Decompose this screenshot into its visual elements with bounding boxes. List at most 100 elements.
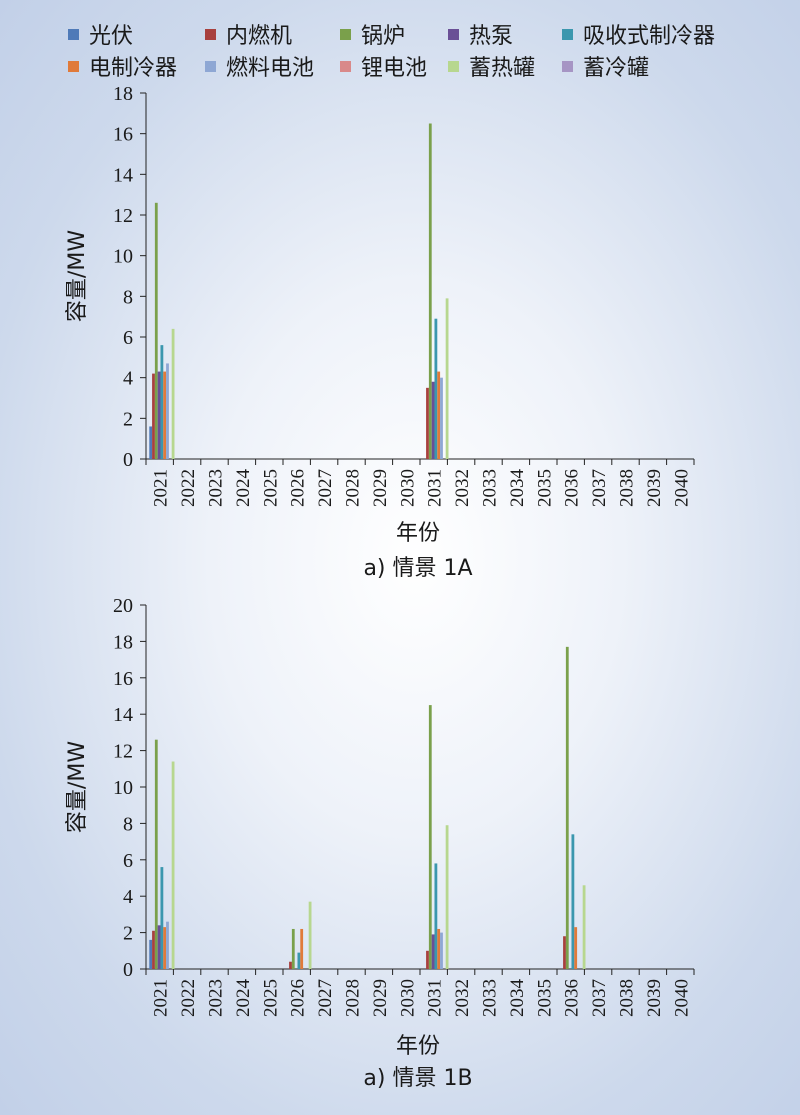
legend-item: 燃料电池 xyxy=(205,54,314,81)
x-tick-label: 2031 xyxy=(425,979,446,1017)
bar xyxy=(308,901,312,969)
bar xyxy=(163,371,167,459)
legend: 光伏 内燃机 锅炉 热泵 吸收式制冷器 电制冷器 燃料电池 锂电池 蓄热罐 蓄冷罐 xyxy=(0,0,800,90)
legend-item: 吸收式制冷器 xyxy=(562,22,715,49)
bar xyxy=(426,387,429,459)
x-tick-label: 2023 xyxy=(206,979,227,1017)
legend-label: 电制冷器 xyxy=(89,56,178,81)
legend-item: 蓄冷罐 xyxy=(562,54,649,81)
x-tick-label: 2040 xyxy=(671,469,692,507)
bar xyxy=(571,834,575,969)
y-tick-label: 14 xyxy=(113,704,133,726)
legend-label: 光伏 xyxy=(89,24,134,49)
x-tick-label: 2037 xyxy=(589,979,610,1017)
x-axis-title: 年份 xyxy=(396,1034,440,1059)
chart-panel-2: 0 2 4 6 8 10 12 14 16 18 20 2021 2022 2023 2024 2025 202… xyxy=(65,595,695,1091)
bar xyxy=(445,298,449,459)
chart-panel-1: 0 2 4 6 8 10 12 14 16 18 2021 2022 2023 2024 2025 2026 2… xyxy=(65,83,695,581)
legend-label: 燃料电池 xyxy=(226,56,315,81)
y-tick-label: 4 xyxy=(123,368,133,390)
x-tick-label: 2027 xyxy=(315,469,336,507)
y-tick-label: 8 xyxy=(123,286,133,308)
y-tick-label: 16 xyxy=(113,668,133,690)
y-tick-label: 0 xyxy=(123,959,133,981)
legend-item: 内燃机 xyxy=(205,22,292,49)
legend-label: 吸收式制冷器 xyxy=(583,24,716,49)
y-tick-label: 18 xyxy=(113,631,133,653)
x-tick-label: 2038 xyxy=(617,979,638,1017)
bar xyxy=(149,939,153,969)
x-tick-label: 2021 xyxy=(151,469,172,507)
bar xyxy=(434,318,438,459)
bar xyxy=(291,928,295,969)
y-tick-label: 6 xyxy=(123,327,133,349)
y-axis-title: 容量/MW xyxy=(65,741,90,833)
x-tick-label: 2036 xyxy=(562,979,583,1017)
legend-swatch xyxy=(562,60,573,72)
bar xyxy=(166,921,169,969)
x-tick-label: 2032 xyxy=(452,469,473,507)
y-tick-label: 2 xyxy=(123,923,133,945)
x-tick-label: 2037 xyxy=(589,469,610,507)
bar xyxy=(289,961,292,969)
x-tick-label: 2039 xyxy=(644,469,665,507)
x-tick-label: 2026 xyxy=(288,979,309,1017)
x-tick-label: 2024 xyxy=(233,979,254,1018)
y-tick-label: 20 xyxy=(113,595,133,617)
x-tick-label: 2036 xyxy=(562,469,583,507)
x-tick-label: 2033 xyxy=(480,979,501,1017)
y-tick-label: 0 xyxy=(123,449,133,471)
y-tick-label: 6 xyxy=(123,850,133,872)
bar xyxy=(152,930,155,969)
x-tick-label: 2028 xyxy=(343,979,364,1017)
bar xyxy=(574,927,578,969)
bar xyxy=(149,426,153,459)
x-tick-label: 2035 xyxy=(534,469,555,507)
bar xyxy=(434,863,438,969)
x-tick-label: 2022 xyxy=(178,469,199,507)
x-tick-label: 2031 xyxy=(425,469,446,507)
x-tick-label: 2030 xyxy=(397,979,418,1017)
x-tick-label: 2026 xyxy=(288,469,309,507)
y-tick-label: 12 xyxy=(113,205,133,227)
legend-swatch xyxy=(340,60,351,72)
x-tick-label: 2029 xyxy=(370,979,391,1017)
legend-label: 内燃机 xyxy=(226,24,293,49)
legend-item: 光伏 xyxy=(68,22,133,49)
bar xyxy=(171,328,175,459)
legend-swatch xyxy=(340,28,351,40)
legend-item: 热泵 xyxy=(448,22,513,49)
legend-label: 锂电池 xyxy=(361,56,428,81)
x-tick-label: 2039 xyxy=(644,979,665,1017)
x-tick-label: 2022 xyxy=(178,979,199,1017)
bar xyxy=(163,927,167,969)
legend-swatch xyxy=(448,28,459,40)
x-tick-label: 2030 xyxy=(397,469,418,507)
x-tick-label: 2029 xyxy=(370,469,391,507)
bar xyxy=(426,950,429,969)
bar xyxy=(154,739,158,969)
x-tick-label: 2025 xyxy=(260,469,281,507)
x-tick-label: 2035 xyxy=(534,979,555,1017)
legend-item: 锂电池 xyxy=(340,54,427,81)
x-tick-label: 2024 xyxy=(233,469,254,508)
bar xyxy=(582,885,586,969)
y-tick-label: 14 xyxy=(113,164,133,186)
bar xyxy=(428,123,432,459)
legend-item: 蓄热罐 xyxy=(448,54,535,81)
bar xyxy=(157,925,161,969)
x-tick-label: 2027 xyxy=(315,979,336,1017)
legend-swatch xyxy=(68,28,79,40)
y-tick-label: 2 xyxy=(123,408,133,430)
legend-label: 蓄热罐 xyxy=(469,56,536,81)
y-tick-label: 8 xyxy=(123,813,133,835)
bar xyxy=(171,761,175,969)
y-tick-label: 12 xyxy=(113,741,133,763)
bar xyxy=(297,952,301,969)
x-tick-label: 2025 xyxy=(260,979,281,1017)
x-axis-title: 年份 xyxy=(396,521,440,546)
y-tick-label: 4 xyxy=(123,886,133,908)
x-tick-label: 2023 xyxy=(206,469,227,507)
legend-swatch xyxy=(205,60,216,72)
y-tick-label: 10 xyxy=(113,777,133,799)
